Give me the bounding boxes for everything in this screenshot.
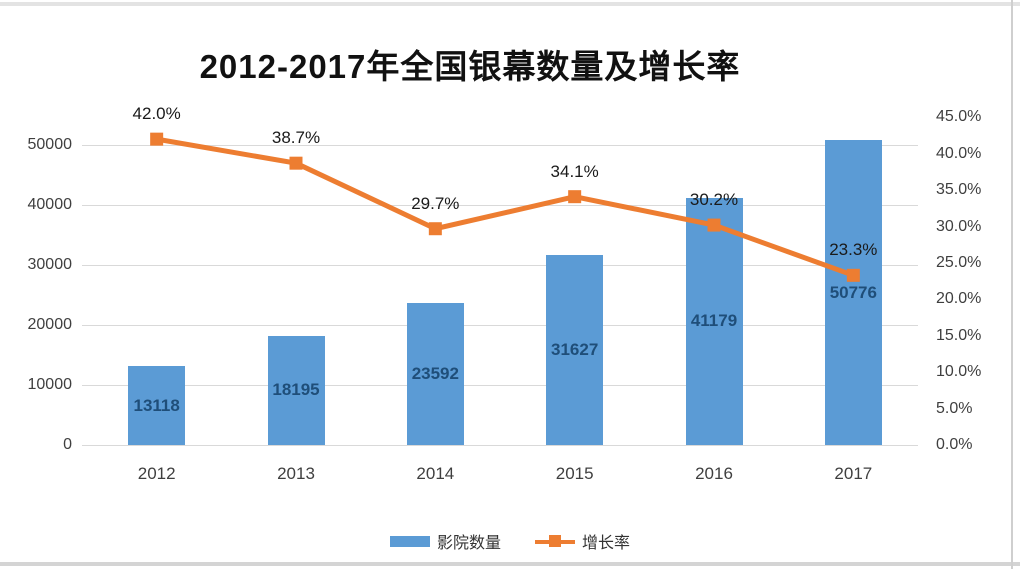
legend-line-marker bbox=[549, 534, 561, 547]
x-axis-label-2016: 2016 bbox=[695, 464, 733, 483]
gridline bbox=[82, 205, 918, 206]
right-axis-tick-label: 15.0% bbox=[936, 326, 982, 344]
left-axis-tick-label: 20000 bbox=[27, 316, 73, 333]
left-axis-tick-label: 40000 bbox=[27, 196, 73, 213]
left-axis-tick-label: 30000 bbox=[27, 256, 73, 273]
gridline bbox=[82, 385, 918, 386]
growth-point-marker-2012 bbox=[150, 132, 164, 146]
gridline bbox=[82, 265, 918, 266]
legend-label: 增长率 bbox=[582, 535, 631, 552]
legend: 影院数量 增长率 bbox=[0, 527, 1020, 555]
bar-value-label: 18195 bbox=[272, 380, 320, 400]
legend-bar-swatch-icon bbox=[389, 535, 430, 547]
bar-2015 bbox=[546, 255, 604, 445]
legend-item-line: 增长率 bbox=[535, 529, 630, 553]
x-axis-label-2012: 2012 bbox=[137, 464, 176, 483]
bar-2013 bbox=[267, 335, 325, 445]
chart-title: 2012-2017年全国银幕数量及增长率 bbox=[199, 48, 741, 85]
growth-rate-label: 38.7% bbox=[271, 128, 321, 148]
growth-rate-label: 42.0% bbox=[132, 104, 181, 124]
right-axis-tick-label: 40.0% bbox=[936, 144, 982, 162]
gridline bbox=[82, 445, 918, 446]
right-axis-tick-label: 35.0% bbox=[936, 181, 982, 199]
growth-rate-label: 34.1% bbox=[550, 161, 599, 181]
x-axis-label-2017: 2017 bbox=[834, 464, 873, 483]
x-axis-label-2015: 2015 bbox=[555, 464, 594, 483]
gridline bbox=[82, 325, 918, 326]
right-axis-tick-label: 0.0% bbox=[936, 436, 973, 453]
legend-line-swatch-icon bbox=[535, 534, 575, 548]
growth-point-marker-2014 bbox=[428, 222, 442, 236]
growth-rate-label: 29.7% bbox=[411, 193, 460, 213]
legend-label: 影院数量 bbox=[436, 535, 501, 552]
top-edge-strip bbox=[0, 2, 1020, 6]
bar-2014 bbox=[406, 303, 464, 445]
right-axis-tick-label: 10.0% bbox=[936, 363, 982, 381]
right-axis-tick-label: 25.0% bbox=[936, 253, 982, 271]
bar-value-label: 31627 bbox=[551, 340, 599, 360]
left-axis-tick-label: 0 bbox=[63, 436, 72, 453]
bar-2012 bbox=[128, 366, 186, 445]
x-axis-label-2013: 2013 bbox=[277, 464, 315, 483]
left-axis-tick-label: 10000 bbox=[27, 376, 73, 393]
gridline bbox=[82, 145, 918, 146]
bar-value-label: 23592 bbox=[411, 364, 459, 384]
bar-value-label: 41179 bbox=[690, 311, 738, 331]
bar-value-label: 13118 bbox=[133, 395, 180, 415]
right-axis-tick-label: 20.0% bbox=[936, 290, 982, 308]
right-axis-tick-label: 5.0% bbox=[936, 399, 973, 417]
right-axis-tick-label: 45.0% bbox=[936, 108, 982, 126]
growth-point-marker-2013 bbox=[289, 156, 303, 170]
growth-rate-label: 30.2% bbox=[689, 190, 739, 210]
bottom-edge-strip bbox=[0, 562, 1020, 566]
growth-point-marker-2015 bbox=[568, 190, 582, 204]
legend-item-bars: 影院数量 bbox=[389, 529, 501, 553]
left-axis-tick-label: 50000 bbox=[27, 136, 73, 153]
right-axis-tick-label: 30.0% bbox=[936, 217, 982, 235]
right-edge-line bbox=[1011, 0, 1013, 569]
growth-rate-label: 23.3% bbox=[829, 240, 878, 260]
x-axis-label-2014: 2014 bbox=[416, 464, 455, 483]
bar-value-label: 50776 bbox=[829, 282, 877, 302]
